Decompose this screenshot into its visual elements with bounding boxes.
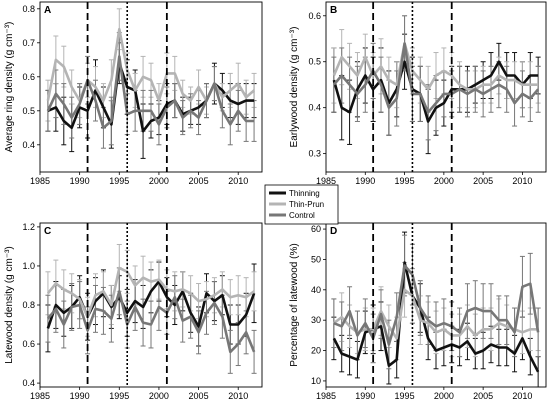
x-tick-label-b: 1985 <box>316 176 336 186</box>
series-line-control-c <box>46 289 256 354</box>
x-tick-label-b: 1990 <box>355 176 375 186</box>
y-tick-label-c: 0.4 <box>22 378 35 388</box>
y-tick-label-a: 0.5 <box>22 106 35 116</box>
y-tick-label-b: 0.4 <box>308 103 321 113</box>
x-tick-label-a: 1985 <box>30 176 50 186</box>
x-tick-label-a: 2000 <box>149 176 169 186</box>
x-tick-label-a: 1995 <box>109 176 129 186</box>
y-axis-label-d: Percentage of latewood (%) <box>289 243 300 366</box>
x-tick-label-d: 2005 <box>473 391 493 401</box>
x-tick-label-c: 2010 <box>228 391 248 401</box>
y-tick-label-d: 40 <box>311 285 321 295</box>
y-tick-label-c: 1.0 <box>22 261 35 271</box>
series-line-thin-prun-c <box>46 266 255 319</box>
y-tick-label-b: 0.3 <box>308 149 321 159</box>
y-tick-label-b: 0.6 <box>308 11 321 21</box>
panel-a: A Average ring density (g cm⁻³) 1985 1990 19… <box>4 1 263 186</box>
x-tick-label-a: 1990 <box>70 176 90 186</box>
y-tick-label-d: 30 <box>311 315 321 325</box>
series-line-control-d <box>333 264 540 346</box>
series-line-control-b <box>332 42 540 114</box>
y-tick-label-d: 20 <box>311 346 321 356</box>
x-tick-label-b: 2000 <box>434 176 454 186</box>
x-tick-label-d: 1985 <box>316 391 336 401</box>
x-tick-label-d: 2010 <box>512 391 532 401</box>
x-tick-label-b: 2005 <box>473 176 493 186</box>
series-line-thinning-d <box>332 261 540 373</box>
y-tick-label-a: 0.8 <box>22 4 35 14</box>
panel-letter-d: D <box>330 226 337 237</box>
y-tick-label-c: 0.6 <box>22 339 35 349</box>
x-tick-label-d: 2000 <box>434 391 454 401</box>
plot-frame-d <box>325 222 547 388</box>
y-tick-label-a: 0.6 <box>22 72 35 82</box>
panel-letter-c: C <box>44 226 51 237</box>
y-tick-label-c: 0.8 <box>22 300 35 310</box>
series-line-thin-prun-b <box>332 42 539 91</box>
x-tick-label-a: 2010 <box>228 176 248 186</box>
x-tick-label-a: 2005 <box>189 176 209 186</box>
legend-label-thin-prun: Thin-Prun <box>289 200 324 209</box>
x-tick-label-b: 2010 <box>512 176 532 186</box>
legend: Thinning Thin-Prun Control <box>264 184 339 225</box>
panel-c: C Latewood density (g cm⁻³) 1985 1990 1995 20… <box>4 222 263 401</box>
x-tick-label-c: 1985 <box>30 391 50 401</box>
x-tick-label-c: 2005 <box>189 391 209 401</box>
legend-label-control: Control <box>289 211 315 220</box>
plot-frame-a <box>39 1 263 173</box>
y-tick-label-a: 0.7 <box>22 38 35 48</box>
series-line-control-a <box>46 55 255 130</box>
panel-letter-b: B <box>330 5 337 16</box>
plot-frame-b <box>325 1 547 173</box>
panel-b: B Earlywood density (g cm⁻³) 1985 1990 1995 2… <box>289 1 547 186</box>
y-tick-label-a: 0.4 <box>22 140 35 150</box>
y-axis-label-a: Average ring density (g cm⁻³) <box>4 22 15 153</box>
y-axis-label-b: Earlywood density (g cm⁻³) <box>289 27 300 148</box>
panel-d: D Percentage of latewood (%) 1985 1990 1995 2… <box>289 222 547 401</box>
x-tick-label-d: 1995 <box>395 391 415 401</box>
y-tick-label-d: 10 <box>311 376 321 386</box>
y-tick-label-d: 60 <box>311 224 321 234</box>
y-tick-label-c: 1.2 <box>22 222 35 232</box>
x-tick-label-d: 1990 <box>355 391 375 401</box>
y-tick-label-d: 50 <box>311 254 321 264</box>
legend-label-thinning: Thinning <box>289 189 320 198</box>
x-tick-label-c: 1990 <box>70 391 90 401</box>
x-tick-label-b: 1995 <box>395 176 415 186</box>
panel-letter-a: A <box>44 5 51 16</box>
x-tick-label-c: 2000 <box>149 391 169 401</box>
y-axis-label-c: Latewood density (g cm⁻³) <box>4 246 15 364</box>
x-tick-label-c: 1995 <box>109 391 129 401</box>
y-tick-label-b: 0.5 <box>308 57 321 67</box>
series-line-thinning-a <box>47 61 255 133</box>
